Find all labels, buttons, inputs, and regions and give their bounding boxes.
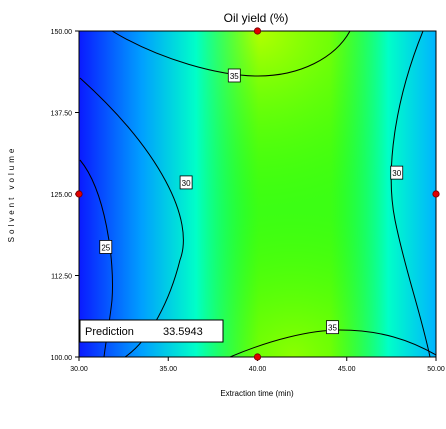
prediction-box: Prediction 33.5943 (79, 319, 224, 343)
y-axis-label: Solvent volume (7, 146, 16, 243)
prediction-value: 33.5943 (163, 326, 203, 338)
x-tick-label: 35.00 (159, 366, 177, 373)
contour-label-box (227, 68, 241, 83)
x-tick-label: 40.00 (249, 366, 267, 373)
design-point (253, 27, 262, 35)
design-point (432, 190, 440, 198)
design-points (75, 27, 440, 361)
prediction-label: Prediction (85, 326, 134, 338)
contour-line-30-right (390, 31, 431, 357)
y-tick-label: 100.00 (51, 355, 73, 362)
y-axis-ticks: 100.00 112.50 125.00 137.50 150.00 (51, 29, 79, 362)
contour-labels: 35 30 25 30 35 (99, 68, 404, 335)
contour-line-35-top (111, 31, 351, 77)
y-tick-label: 112.50 (51, 274, 72, 281)
contour-label-box (99, 240, 113, 254)
contour-label: 30 (182, 179, 191, 188)
contour-label-box (326, 320, 339, 335)
y-tick-label: 137.50 (51, 111, 73, 118)
y-tick-label: 125.00 (51, 192, 73, 199)
x-tick-label: 45.00 (338, 366, 356, 373)
contour-label: 35 (230, 72, 239, 81)
contour-label-box (390, 165, 404, 180)
x-tick-label: 30.00 (70, 366, 88, 373)
design-point (253, 353, 262, 361)
contour-line-35-bottom (229, 329, 436, 357)
x-tick-label: 50.00 (427, 366, 445, 373)
design-point (75, 190, 83, 198)
heat-field (79, 31, 436, 357)
y-tick-label: 150.00 (51, 29, 73, 36)
contour-label: 35 (328, 324, 337, 333)
contour-label: 30 (392, 169, 401, 178)
contour-label-box (179, 175, 193, 190)
chart-title: Oil yield (%) (224, 11, 289, 25)
x-axis-label: Extraction time (min) (220, 389, 294, 398)
contour-label: 25 (101, 243, 110, 252)
